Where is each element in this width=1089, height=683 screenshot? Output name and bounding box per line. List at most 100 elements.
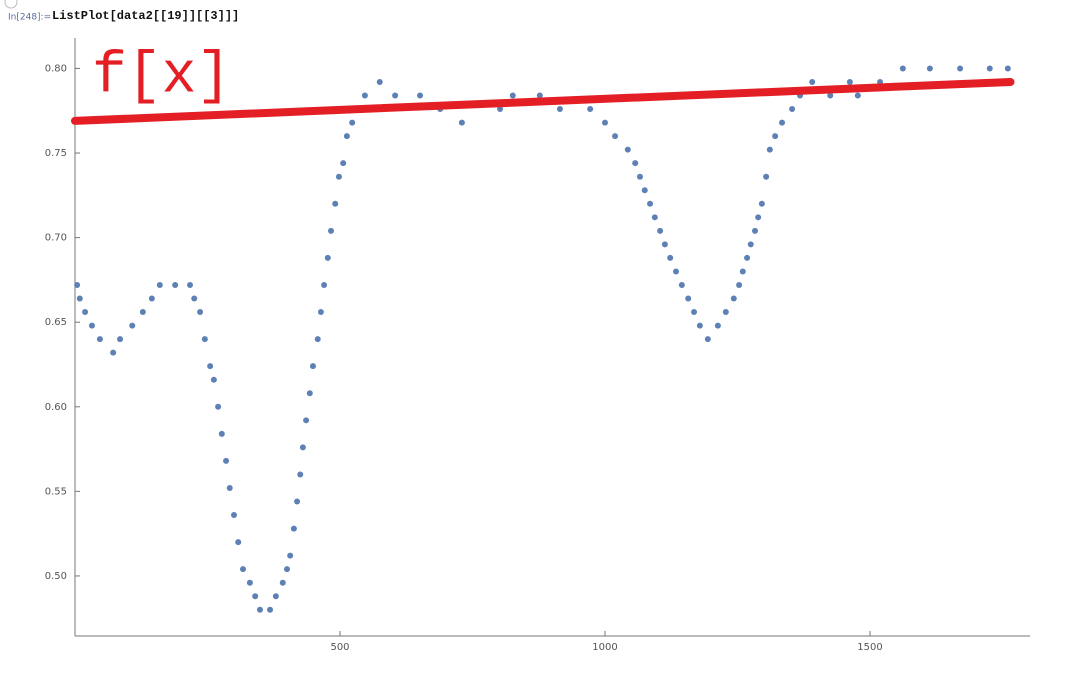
y-tick-label: 0.65 [45,317,67,328]
data-point [306,390,313,397]
data-point [763,173,770,180]
data-point [657,227,664,234]
data-point [201,336,208,343]
data-point [139,309,146,316]
y-tick-label: 0.60 [45,402,67,413]
data-point [279,579,286,586]
data-point [361,92,368,99]
data-point [392,92,399,99]
data-point [256,606,263,613]
data-point [297,471,304,478]
data-point [321,281,328,288]
data-point [704,336,711,343]
data-point [88,322,95,329]
y-tick-label: 0.80 [45,63,67,74]
data-point [661,241,668,248]
data-point [240,566,247,573]
data-point [327,227,334,234]
data-point [739,268,746,275]
data-point [667,254,674,261]
data-point [417,92,424,99]
data-point [96,336,103,343]
data-point [272,593,279,600]
data-point [148,295,155,302]
data-point [758,200,765,207]
data-point [602,119,608,126]
data-point [303,417,310,424]
data-point [736,281,743,288]
x-tick-label: 1500 [857,642,882,653]
data-point [926,65,933,72]
data-point [343,133,350,140]
data-point [691,309,698,316]
data-point [647,200,654,207]
data-point [210,376,217,383]
y-tick-label: 0.75 [45,148,67,159]
data-point [246,579,253,586]
data-point [624,146,631,153]
data-point [207,363,214,370]
data-point [74,281,81,288]
data-point [651,214,658,221]
data-point [766,146,773,153]
data-point [226,484,233,491]
data-point [744,254,751,261]
data-point [730,295,737,302]
data-point [349,119,356,126]
data-point [294,498,301,505]
data-point [632,160,639,167]
data-point [556,106,563,113]
data-point [685,295,692,302]
annotation: f[x] [92,44,231,109]
y-tick-label: 0.50 [45,571,67,582]
data-point [129,322,136,329]
x-tick-label: 1000 [592,642,617,653]
data-point [376,78,383,85]
data-point [309,363,316,370]
data-point [957,65,964,72]
data-point [714,322,721,329]
data-point [458,119,465,126]
data-point [110,349,117,356]
data-point [509,92,516,99]
data-point [287,552,294,559]
data-point [1004,65,1011,72]
data-point [827,92,834,99]
data-point [986,65,993,72]
data-point [252,593,259,600]
data-point [696,322,703,329]
data-point [497,106,504,113]
input-label: In[248]:= [8,13,51,23]
data-point [215,403,222,410]
data-point [854,92,861,99]
data-point [751,227,758,234]
data-point [673,268,680,275]
data-point [235,539,242,546]
data-point [846,78,853,85]
data-point [156,281,163,288]
y-tick-label: 0.55 [45,486,67,497]
data-point [324,254,331,261]
data-point [678,281,685,288]
data-point [218,430,225,437]
data-point [82,309,89,316]
data-point [779,119,786,126]
data-point [587,106,594,113]
data-point [191,295,198,302]
input-code[interactable]: ListPlot[data2[[19]][[3]]] [52,9,239,23]
data-point [76,295,83,302]
data-point [231,512,237,519]
data-point [332,200,339,207]
data-point [172,281,179,288]
cell-bracket-icon [4,0,18,9]
data-point [809,78,816,85]
data-point [317,309,324,316]
data-point [299,444,306,451]
data-point [290,525,297,532]
data-point [197,309,204,316]
plot: 0.50 0.55 0.60 0.65 0.70 0.75 0.80 500 1000 1500 f… [45,38,1030,653]
data-point [187,281,194,288]
data-point [267,606,274,613]
data-point [536,92,543,99]
